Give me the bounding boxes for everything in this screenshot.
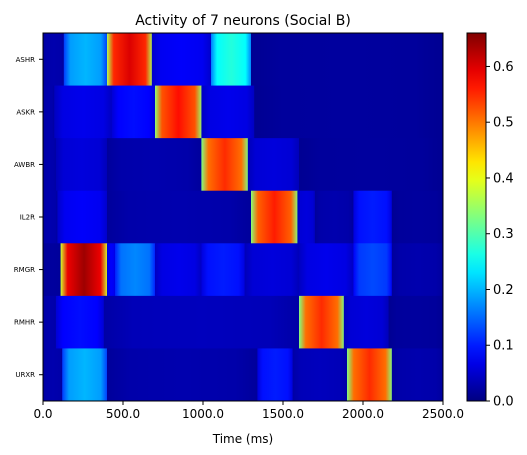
colorbar-gradient (466, 32, 487, 402)
heat-cell-rmgr (43, 243, 62, 297)
colorbar-tick-label: 0.0 (493, 395, 514, 410)
heat-cell-urxr (292, 348, 348, 402)
heat-cell-awbr (201, 138, 249, 192)
x-tick-label: 1500.0 (262, 407, 304, 421)
heat-cell-ashr (107, 33, 153, 87)
heat-cell-awbr (107, 138, 202, 192)
heat-cell-ashr (251, 33, 444, 87)
heat-cell-rmhr (55, 295, 105, 349)
heat-cell-rmgr (391, 243, 444, 297)
y-tick-label: URXR (15, 371, 35, 379)
y-tick-label: RMHR (14, 319, 35, 327)
x-tick-label: 0.0 (33, 407, 52, 421)
heat-cell-askr (43, 85, 55, 139)
colorbar-tick-label: 0.6 (493, 60, 514, 75)
y-axis: ASHR ASKR AWBR IL2R RMGR RMHR URXR (14, 56, 43, 379)
y-tick-label: AWBR (14, 161, 35, 169)
heat-cell-ashr (63, 33, 108, 87)
heat-cell-ashr (43, 33, 65, 87)
heat-cell-askr (111, 85, 156, 139)
y-tick-label: IL2R (20, 214, 35, 222)
y-tick-label: RMGR (14, 266, 35, 274)
x-axis: 0.0 500.0 1000.0 1500.0 2000.0 2500.0 (33, 401, 464, 421)
heat-cell-rmhr (343, 295, 390, 349)
plot-area (42, 32, 444, 402)
colorbar-tick-label: 0.1 (493, 339, 514, 354)
heat-cell-il2r (57, 190, 108, 244)
heat-cell-rmhr (299, 295, 345, 349)
colorbar: 0.0 0.1 0.2 0.3 0.4 0.5 0.6 (466, 32, 514, 410)
heat-cell-rmgr (201, 243, 246, 297)
heat-cell-awbr (247, 138, 300, 192)
heat-cell-il2r (43, 190, 58, 244)
heat-cell-rmgr (299, 243, 354, 297)
heat-cell-rmgr (115, 243, 156, 297)
heat-cell-awbr (299, 138, 444, 192)
heat-cell-awbr (55, 138, 108, 192)
heat-cell-rmhr (103, 295, 300, 349)
heat-cell-awbr (43, 138, 57, 192)
heat-cell-ashr (151, 33, 212, 87)
colorbar-tick-label: 0.2 (493, 283, 514, 298)
heat-cell-rmhr (43, 295, 57, 349)
heat-cell-askr (254, 85, 444, 139)
colorbar-tick-label: 0.4 (493, 171, 514, 186)
colorbar-tick-label: 0.5 (493, 116, 514, 131)
heat-cell-il2r (251, 190, 298, 244)
heat-cell-rmhr (388, 295, 444, 349)
heat-cell-urxr (43, 348, 63, 402)
heat-cell-urxr (62, 348, 108, 402)
x-tick-label: 500.0 (106, 407, 140, 421)
heat-cell-il2r (353, 190, 393, 244)
heat-cell-rmgr (107, 243, 116, 297)
heat-cell-il2r (391, 190, 444, 244)
x-tick-label: 2000.0 (342, 407, 384, 421)
y-tick-label: ASHR (16, 56, 35, 64)
heat-cell-askr (155, 85, 202, 139)
heat-cell-rmgr (60, 243, 108, 297)
heat-cell-urxr (107, 348, 258, 402)
heat-cell-rmgr (353, 243, 393, 297)
x-axis-label: Time (ms) (212, 432, 274, 446)
heat-cell-ashr (211, 33, 252, 87)
colorbar-tick-label: 0.3 (493, 227, 514, 242)
heat-cell-il2r (297, 190, 316, 244)
heat-cell-il2r (315, 190, 354, 244)
heat-cell-il2r (107, 190, 252, 244)
y-tick-label: ASKR (16, 108, 35, 116)
heat-cell-urxr (257, 348, 294, 402)
heat-cell-askr (201, 85, 255, 139)
x-tick-label: 2500.0 (422, 407, 464, 421)
x-tick-label: 1000.0 (182, 407, 224, 421)
heat-cell-askr (54, 85, 113, 139)
heat-cell-rmgr (244, 243, 300, 297)
heat-cell-rmgr (155, 243, 202, 297)
heat-cell-urxr (347, 348, 393, 402)
chart-title: Activity of 7 neurons (Social B) (135, 13, 351, 29)
heat-cell-urxr (391, 348, 444, 402)
